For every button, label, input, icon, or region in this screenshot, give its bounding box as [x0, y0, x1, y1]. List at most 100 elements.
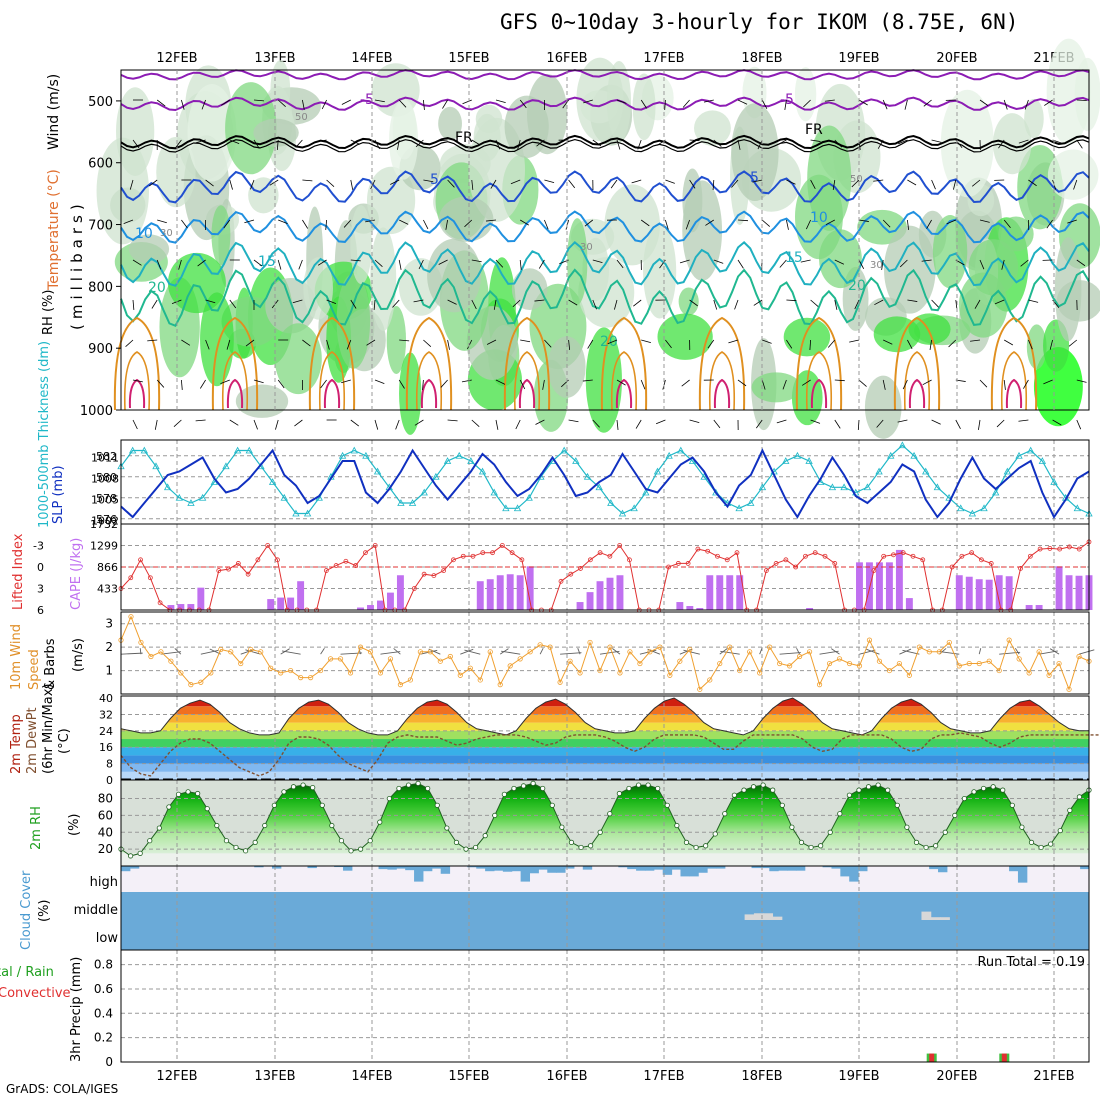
slp-axis-label: SLP (mb) [51, 465, 66, 524]
cape-bar [716, 575, 724, 610]
rh-shading [632, 73, 656, 141]
cloud-high-bar [422, 866, 433, 872]
wind-barb [640, 379, 646, 390]
wind-barb [302, 339, 311, 347]
wind-barb [952, 179, 957, 190]
li-tick-label: 6 [37, 604, 44, 617]
precip-axis-label: 3hr Precip (mm) [69, 957, 84, 1062]
wind-barb [195, 419, 206, 422]
rh-marker [865, 784, 872, 790]
date-tick-top: 18FEB [741, 51, 782, 66]
wind-speed-marker [607, 644, 613, 650]
rh-axis-label: RH (%) [41, 290, 56, 335]
rh-marker [262, 822, 268, 829]
wind-speed-marker [1056, 660, 1062, 667]
rh-marker [789, 824, 795, 830]
wind-speed-marker [806, 649, 813, 655]
wind-barb [734, 299, 739, 310]
thickness-marker [700, 472, 708, 480]
rh-shading [200, 292, 234, 387]
cape-bar [496, 575, 504, 610]
rh-marker [616, 790, 622, 797]
cloud-high-bar [751, 866, 761, 869]
cape-tick-label: 1732 [90, 518, 118, 531]
thickness-marker [397, 499, 405, 506]
temp-bands [121, 698, 1089, 780]
cape-axis-label: CAPE (J/kg) [69, 538, 84, 610]
wind-barb [1076, 99, 1087, 101]
wind-barb [922, 379, 932, 386]
wind-barb [413, 299, 424, 303]
li-marker [1067, 544, 1072, 550]
wind-barb [221, 99, 231, 106]
cloud-high-bar [307, 866, 317, 869]
rh-marker [942, 829, 948, 835]
precip-convective-bar [1001, 1053, 1007, 1062]
wind-barb [201, 99, 206, 110]
wind-barb [343, 219, 352, 228]
rh-bottom [121, 853, 1089, 866]
pressure-tick-label: 900 [88, 342, 113, 357]
wind-speed-marker [507, 663, 513, 669]
cloud-high-bar [716, 866, 726, 869]
cloud-high-bar [129, 866, 140, 869]
temp-contour-15 [120, 240, 1090, 287]
wind-barb [395, 419, 400, 430]
cloud-middle-bar [930, 917, 941, 920]
rh-shading [1054, 237, 1082, 342]
rh-shading [807, 125, 852, 231]
wind-speed-marker [866, 637, 873, 643]
wind-barb [447, 179, 455, 188]
wind-speed-marker [497, 682, 503, 688]
wind-barb [858, 219, 869, 222]
wind-barb-10m [1049, 648, 1060, 655]
wind-barb [737, 259, 744, 269]
wind-barb [374, 259, 383, 267]
precip-tick-label: 0 [105, 1055, 113, 1069]
contour-label: 5 [430, 172, 439, 188]
wind-barb [779, 259, 787, 268]
wind-speed-marker [637, 660, 643, 667]
cape-bar [686, 606, 694, 610]
wind-barb-10m [120, 652, 143, 655]
li-marker [255, 557, 261, 563]
wind-barb [519, 259, 522, 270]
wind-barb [851, 179, 860, 188]
cape-bar [486, 579, 494, 610]
wind-barb [662, 379, 666, 390]
thickness-slp-panel: 582 580 578 576 1011 1008 1005 1002 1000-500mb T… [37, 341, 1093, 528]
wind-barb [326, 339, 330, 350]
thickness-marker [420, 488, 428, 496]
wind-speed-marker [188, 682, 194, 688]
wind-barb [713, 299, 718, 310]
rh-marker [693, 844, 699, 851]
temp-band [121, 739, 1089, 748]
li-marker [666, 564, 671, 570]
wind-barb [199, 379, 206, 389]
cloud-high-bar [627, 866, 637, 870]
temp-contour-25 [211, 316, 259, 411]
li-tick-label: 3 [37, 583, 44, 596]
li-marker [715, 553, 720, 559]
wind-barb-10m [759, 648, 763, 655]
wind-barb [132, 419, 138, 430]
wind-barb [568, 299, 578, 306]
contour-label: -5 [360, 92, 374, 108]
thickness-marker [198, 493, 207, 501]
precip-rain-legend: tal / Rain [0, 965, 54, 980]
cloud-high-bar [778, 866, 788, 871]
wind-barb [728, 339, 739, 344]
wind-speed-marker [697, 686, 703, 692]
cape-bar [386, 592, 394, 610]
wind-barb [1052, 419, 1062, 426]
thickness-marker [583, 472, 592, 480]
cloud-middle-bar [940, 917, 950, 920]
wind-barb [737, 139, 741, 150]
wind-barb [437, 139, 448, 142]
wind-barb [757, 139, 763, 150]
li-marker [803, 553, 808, 559]
wind-barb [317, 259, 327, 266]
thickness-marker [840, 483, 848, 491]
thickness-marker [677, 446, 685, 454]
li-marker [372, 543, 378, 548]
